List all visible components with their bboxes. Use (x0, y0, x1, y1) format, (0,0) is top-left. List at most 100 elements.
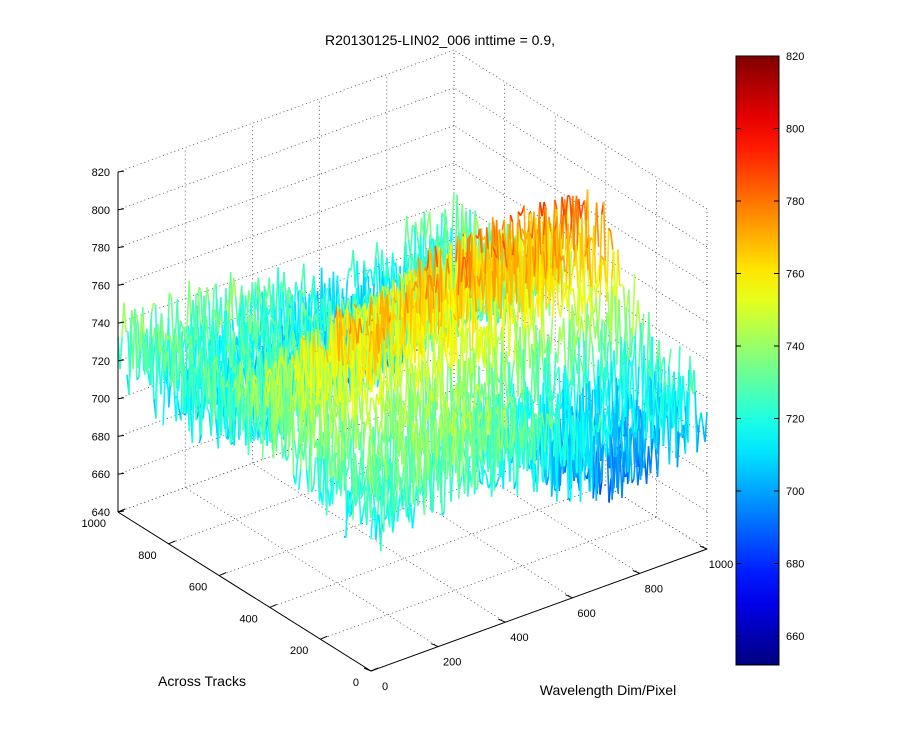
surface-segment (435, 333, 440, 344)
surface-segment (405, 215, 410, 240)
surface-segment (321, 319, 325, 325)
surface-segment (346, 268, 350, 281)
surface-segment (356, 318, 361, 344)
surface-segment (482, 418, 487, 450)
surface-segment (330, 411, 335, 480)
surface-segment (401, 405, 405, 465)
surface-segment (231, 386, 236, 391)
surface-segment (569, 415, 574, 502)
surface-segment (487, 483, 492, 489)
surface-segment (500, 240, 504, 319)
surface-segment (471, 275, 476, 351)
surface-segment (251, 375, 256, 408)
surface-segment (696, 424, 700, 453)
surface-segment (496, 476, 500, 484)
surface-segment (540, 416, 544, 483)
surface-segment (621, 284, 625, 288)
y-axis-label: Across Tracks (158, 673, 246, 689)
surface-segment (546, 413, 550, 417)
surface-segment (386, 322, 391, 349)
surface-segment (510, 254, 514, 304)
surface-segment (607, 379, 612, 435)
surface-segment (340, 314, 345, 319)
surface-segment (364, 421, 369, 428)
surface-segment (356, 414, 360, 450)
z-tick-mark (117, 208, 125, 211)
surface-segment (476, 383, 480, 390)
surface-segment (300, 338, 304, 362)
surface-segment (617, 443, 622, 452)
colorbar-tick-label: 660 (786, 631, 804, 643)
surface-segment (340, 460, 344, 497)
surface-segment (519, 272, 523, 313)
surface-segment (492, 221, 497, 248)
surface-segment (668, 403, 673, 465)
surface-segment (302, 292, 306, 297)
surface-segment (128, 319, 132, 395)
surface-segment (551, 278, 556, 318)
surface-segment (386, 390, 390, 443)
surface-segment (310, 322, 315, 340)
surface-segment (503, 370, 508, 390)
surface-segment (478, 228, 483, 254)
surface-segment (123, 302, 127, 332)
surface-segment (663, 378, 668, 387)
surface-segment (370, 294, 374, 298)
surface-segment (193, 293, 197, 353)
surface-segment (399, 317, 403, 345)
z-tick-label: 780 (92, 243, 110, 255)
z-tick-mark (117, 359, 125, 362)
surface-segment (493, 413, 498, 491)
surface-segment (324, 409, 329, 452)
surface-segment (611, 455, 615, 500)
surface-segment (466, 327, 471, 331)
surface-segment (525, 230, 529, 240)
surface-segment (227, 299, 231, 322)
surface-segment (135, 313, 139, 322)
surface-segment (513, 481, 517, 490)
surface-segment (345, 467, 350, 474)
surface-segment (633, 429, 638, 439)
surface-segment (242, 398, 247, 431)
surface-segment (380, 420, 384, 437)
surface-segment (366, 269, 370, 276)
surface-segment (541, 201, 545, 217)
surface-segment (381, 249, 385, 277)
surface-segment (396, 287, 401, 318)
surface-segment (630, 333, 634, 358)
surface-segment (425, 432, 430, 480)
surface-segment (646, 401, 651, 422)
surface-segment (293, 440, 298, 459)
surface-segment (599, 256, 603, 297)
surface-segment (232, 331, 237, 353)
surface-segment (137, 349, 141, 369)
surface-segment (572, 366, 577, 425)
surface-segment (191, 374, 195, 444)
surface-segment (591, 417, 596, 436)
surface-segment (578, 315, 583, 344)
surface-segment (371, 372, 375, 393)
surface-segment (662, 410, 667, 446)
surface-segment (276, 359, 280, 385)
surface-segment (315, 365, 319, 405)
surface-segment (565, 195, 569, 216)
surface-segment (502, 299, 506, 342)
surface-segment (294, 382, 299, 411)
surface-segment (580, 315, 585, 333)
surface-segment (248, 343, 253, 353)
surface-segment (299, 407, 304, 469)
surface-segment (285, 345, 290, 358)
surface-segment (197, 293, 201, 323)
surface-segment (571, 261, 575, 275)
surface-segment (468, 394, 472, 427)
surface-segment (610, 285, 614, 353)
surface-segment (375, 407, 379, 432)
surface-segment (550, 456, 555, 497)
z-tick-label: 800 (92, 205, 110, 217)
surface-segment (443, 447, 447, 513)
surface-segment (253, 374, 258, 381)
surface-segment (380, 375, 384, 398)
surface-segment (166, 358, 170, 408)
surface-segment (358, 483, 362, 525)
surface-segment (319, 344, 323, 350)
